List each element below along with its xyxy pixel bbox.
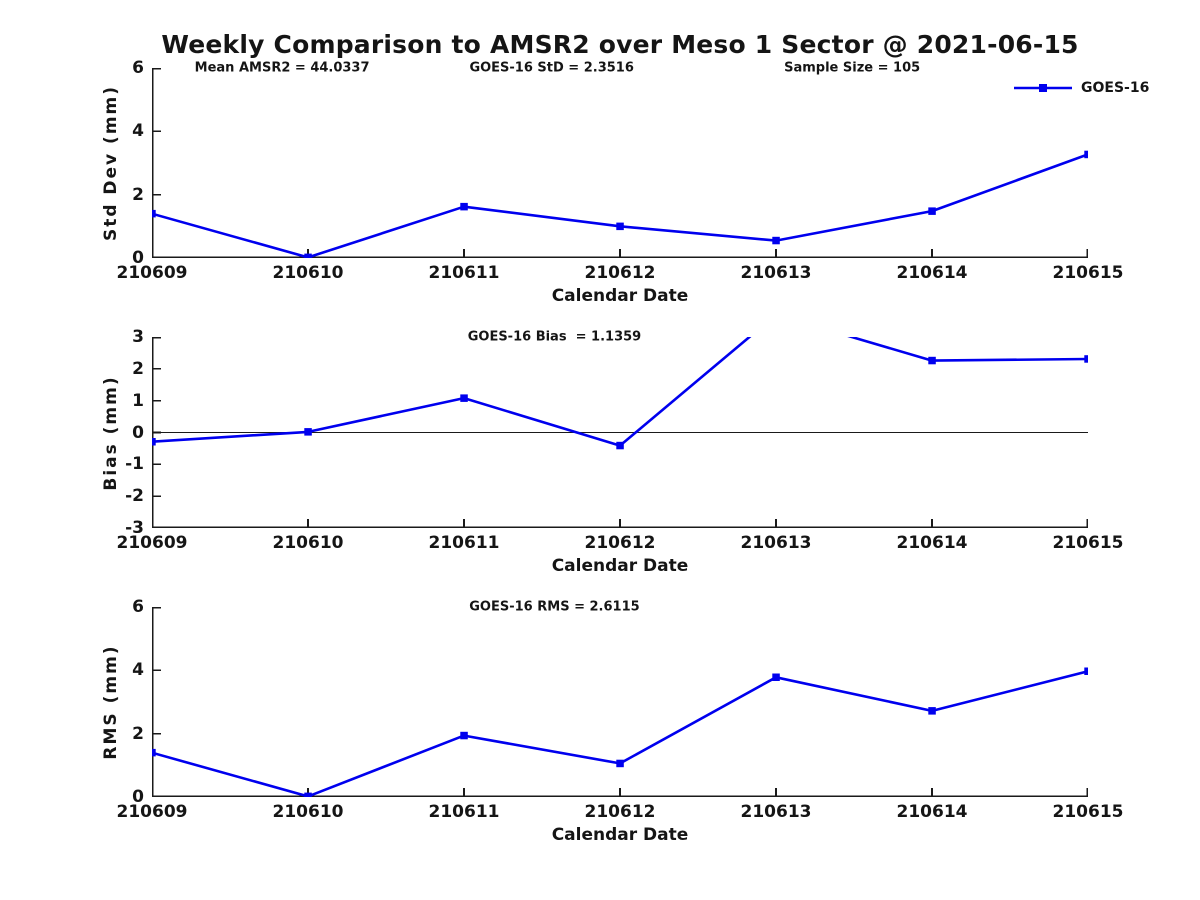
bias-series-line [152, 337, 1088, 447]
std-dev-stat-annotation: Mean AMSR2 = 44.0337 [194, 60, 370, 76]
rms-x-axis-label: Calendar Date [551, 825, 689, 845]
y-tick-label: 0 [132, 787, 144, 807]
data-point-marker [1084, 667, 1088, 675]
data-point-marker [304, 428, 312, 436]
rms-subplot: 0 2 4 6 210609 210610 210611 210612 210613 210614… [101, 597, 1123, 845]
x-tick-label: 210615 [1052, 263, 1124, 283]
data-point-marker [928, 707, 936, 715]
legend-line-sample [1014, 84, 1072, 92]
x-tick-label: 210614 [896, 263, 968, 283]
figure-title: Weekly Comparison to AMSR2 over Meso 1 S… [161, 30, 1079, 59]
data-point-marker [616, 759, 624, 768]
bias-plot-area [152, 337, 1088, 528]
std-dev-stat-annotation: Sample Size = 105 [784, 60, 921, 76]
x-tick-label: 210613 [740, 263, 812, 283]
rms-plot-area [152, 607, 1088, 797]
data-point-marker [152, 438, 156, 446]
x-tick-label: 210612 [584, 533, 656, 553]
data-point-marker [152, 209, 156, 218]
std-dev-plot-area [152, 68, 1088, 258]
data-point-marker [928, 356, 936, 365]
data-point-marker [460, 202, 468, 211]
std-dev-x-axis-label: Calendar Date [551, 286, 689, 306]
std-dev-y-axis-label: Std Dev (mm) [101, 84, 121, 242]
data-point-marker [772, 236, 780, 245]
y-tick-label: 6 [132, 597, 144, 617]
data-point-marker [616, 441, 624, 450]
y-tick-label: 3 [132, 327, 144, 347]
x-tick-label: 210611 [428, 802, 500, 822]
y-tick-label: 6 [132, 58, 144, 78]
x-tick-label: 210613 [740, 802, 812, 822]
bias-x-axis-label: Calendar Date [551, 556, 689, 576]
stddev-subplot: 0 2 4 6 210609 210610 210611 210612 210613 210614… [101, 58, 1123, 306]
x-tick-label: 210614 [896, 802, 968, 822]
bias-y-axis-label: Bias (mm) [101, 374, 121, 491]
x-tick-label: 210610 [272, 263, 344, 283]
data-point-marker [772, 673, 780, 681]
x-tick-label: 210609 [116, 802, 188, 822]
std-dev-stat-annotation: GOES-16 StD = 2.3516 [469, 60, 634, 76]
x-tick-label: 210609 [116, 263, 188, 283]
data-point-marker [616, 222, 624, 231]
x-tick-label: 210615 [1052, 533, 1124, 553]
y-tick-label: -1 [125, 454, 144, 475]
data-point-marker [304, 253, 312, 258]
x-tick-label: 210610 [272, 533, 344, 553]
std-dev-series-line [152, 153, 1088, 258]
rms-y-axis-label: RMS (mm) [101, 644, 121, 760]
y-tick-label: 0 [132, 248, 144, 268]
data-point-marker [460, 731, 468, 740]
data-point-marker [152, 748, 156, 757]
bias-stat-annotation: GOES-16 Bias = 1.1359 [467, 329, 642, 345]
data-point-marker [1084, 355, 1088, 363]
x-tick-label: 210614 [896, 533, 968, 553]
x-tick-label: 210612 [584, 263, 656, 283]
data-point-marker [928, 207, 936, 215]
y-tick-label: 4 [132, 121, 144, 142]
y-tick-label: 4 [132, 660, 144, 681]
bias-subplot: -3 -2 -1 0 1 2 3 210609 210610 210611 210612 210613… [101, 327, 1123, 576]
y-tick-label: 0 [132, 422, 144, 443]
data-point-marker [1084, 150, 1088, 159]
data-point-marker [460, 394, 468, 402]
data-point-marker [304, 792, 312, 797]
y-tick-label: -2 [125, 486, 144, 507]
rms-stat-annotation: GOES-16 RMS = 2.6115 [469, 599, 640, 615]
y-tick-label: 2 [132, 723, 144, 744]
x-tick-label: 210613 [740, 533, 812, 553]
y-tick-label: -3 [125, 518, 144, 538]
x-tick-label: 210612 [584, 802, 656, 822]
x-tick-label: 210611 [428, 533, 500, 553]
x-tick-label: 210610 [272, 802, 344, 822]
x-tick-label: 210611 [428, 263, 500, 283]
x-tick-label: 210615 [1052, 802, 1124, 822]
rms-series-line [152, 670, 1088, 797]
y-tick-label: 2 [132, 184, 144, 205]
legend-series-label: GOES-16 [1081, 80, 1150, 96]
y-tick-label: 1 [132, 390, 144, 411]
x-tick-label: 210609 [116, 533, 188, 553]
legend: GOES-16 [1014, 80, 1149, 96]
legend-marker-icon [1039, 84, 1047, 92]
y-tick-label: 2 [132, 358, 144, 379]
